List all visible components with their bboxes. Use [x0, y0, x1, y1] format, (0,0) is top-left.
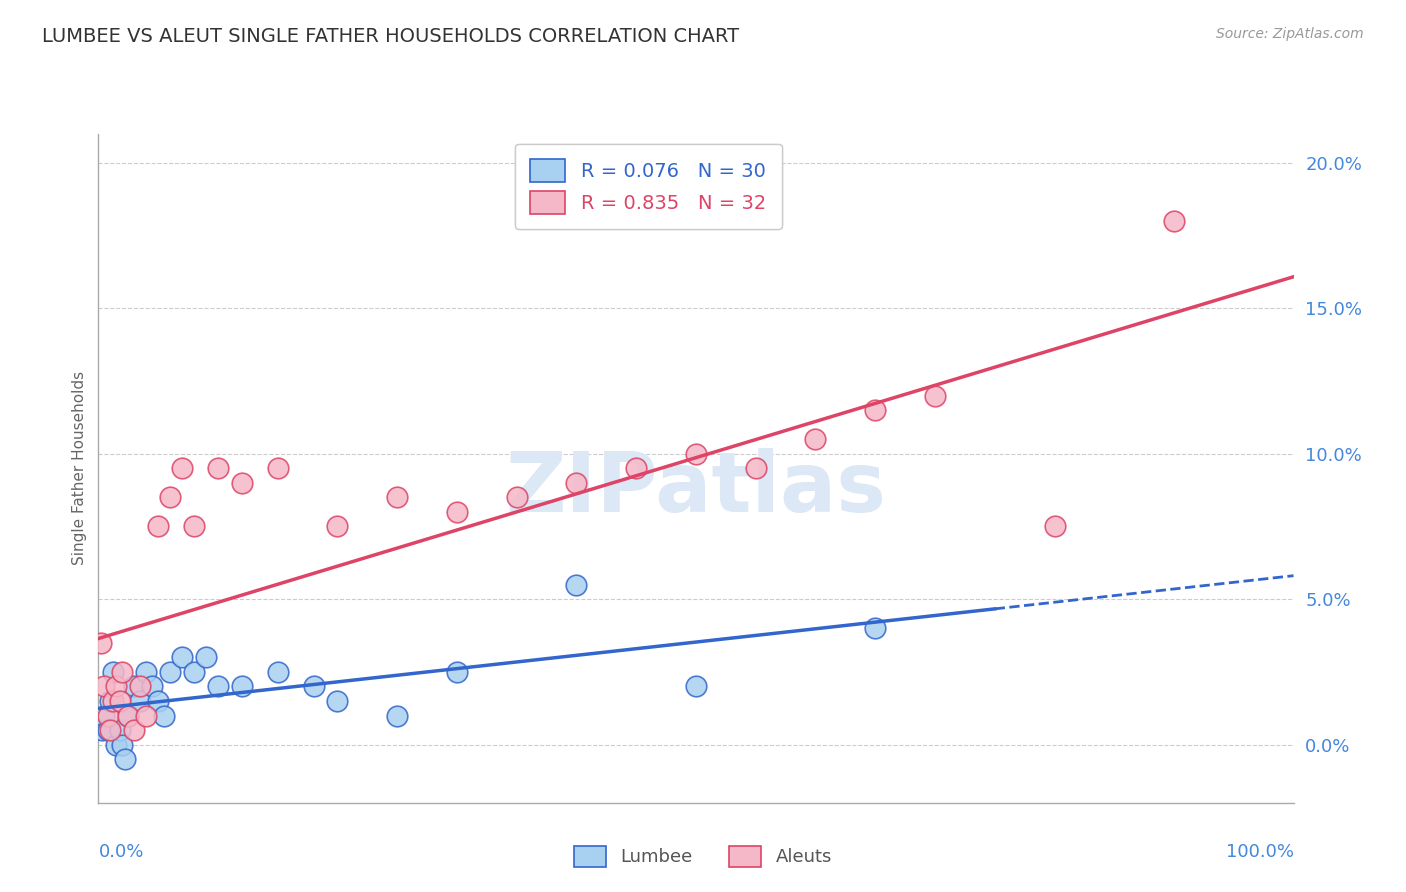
- Point: [863, 403, 886, 417]
- Point: [124, 723, 146, 737]
- Point: [111, 738, 134, 752]
- Point: [685, 447, 707, 461]
- Point: [172, 650, 194, 665]
- Point: [565, 475, 588, 490]
- Point: [267, 665, 290, 679]
- Point: [183, 665, 205, 679]
- Point: [93, 708, 115, 723]
- Point: [148, 694, 170, 708]
- Point: [267, 461, 290, 475]
- Point: [98, 723, 122, 737]
- Point: [231, 475, 253, 490]
- Point: [1043, 519, 1066, 533]
- Text: 0.0%: 0.0%: [98, 843, 143, 861]
- Point: [194, 650, 217, 665]
- Point: [91, 723, 114, 737]
- Point: [159, 665, 181, 679]
- Text: Source: ZipAtlas.com: Source: ZipAtlas.com: [1216, 27, 1364, 41]
- Point: [148, 519, 170, 533]
- Point: [804, 432, 827, 446]
- Point: [105, 738, 128, 752]
- Point: [97, 708, 120, 723]
- Point: [446, 665, 468, 679]
- Point: [326, 694, 349, 708]
- Point: [93, 680, 115, 694]
- Point: [101, 694, 124, 708]
- Point: [98, 694, 122, 708]
- Point: [108, 723, 131, 737]
- Point: [506, 491, 529, 505]
- Text: LUMBEE VS ALEUT SINGLE FATHER HOUSEHOLDS CORRELATION CHART: LUMBEE VS ALEUT SINGLE FATHER HOUSEHOLDS…: [42, 27, 740, 45]
- Point: [117, 708, 139, 723]
- Point: [183, 519, 205, 533]
- Point: [446, 505, 468, 519]
- Point: [90, 636, 112, 650]
- Point: [302, 680, 325, 694]
- Y-axis label: Single Father Households: Single Father Households: [72, 371, 87, 566]
- Point: [207, 461, 229, 475]
- Point: [111, 665, 134, 679]
- Point: [565, 577, 588, 591]
- Point: [117, 708, 139, 723]
- Point: [924, 388, 946, 402]
- Point: [141, 680, 163, 694]
- Point: [863, 621, 886, 635]
- Text: ZIPatlas: ZIPatlas: [506, 448, 886, 529]
- Point: [135, 708, 157, 723]
- Point: [685, 680, 707, 694]
- Legend: Lumbee, Aleuts: Lumbee, Aleuts: [567, 838, 839, 874]
- Point: [172, 461, 194, 475]
- Point: [114, 752, 136, 766]
- Text: 100.0%: 100.0%: [1226, 843, 1294, 861]
- Point: [1163, 214, 1185, 228]
- Point: [624, 461, 647, 475]
- Point: [326, 519, 349, 533]
- Point: [108, 694, 131, 708]
- Point: [101, 665, 124, 679]
- Point: [385, 491, 409, 505]
- Point: [385, 708, 409, 723]
- Point: [129, 680, 152, 694]
- Legend: R = 0.076   N = 30, R = 0.835   N = 32: R = 0.076 N = 30, R = 0.835 N = 32: [515, 144, 782, 229]
- Point: [745, 461, 768, 475]
- Point: [231, 680, 253, 694]
- Point: [105, 680, 128, 694]
- Point: [97, 723, 120, 737]
- Point: [159, 491, 181, 505]
- Point: [124, 680, 146, 694]
- Point: [207, 680, 229, 694]
- Point: [135, 665, 157, 679]
- Point: [153, 708, 176, 723]
- Point: [129, 694, 152, 708]
